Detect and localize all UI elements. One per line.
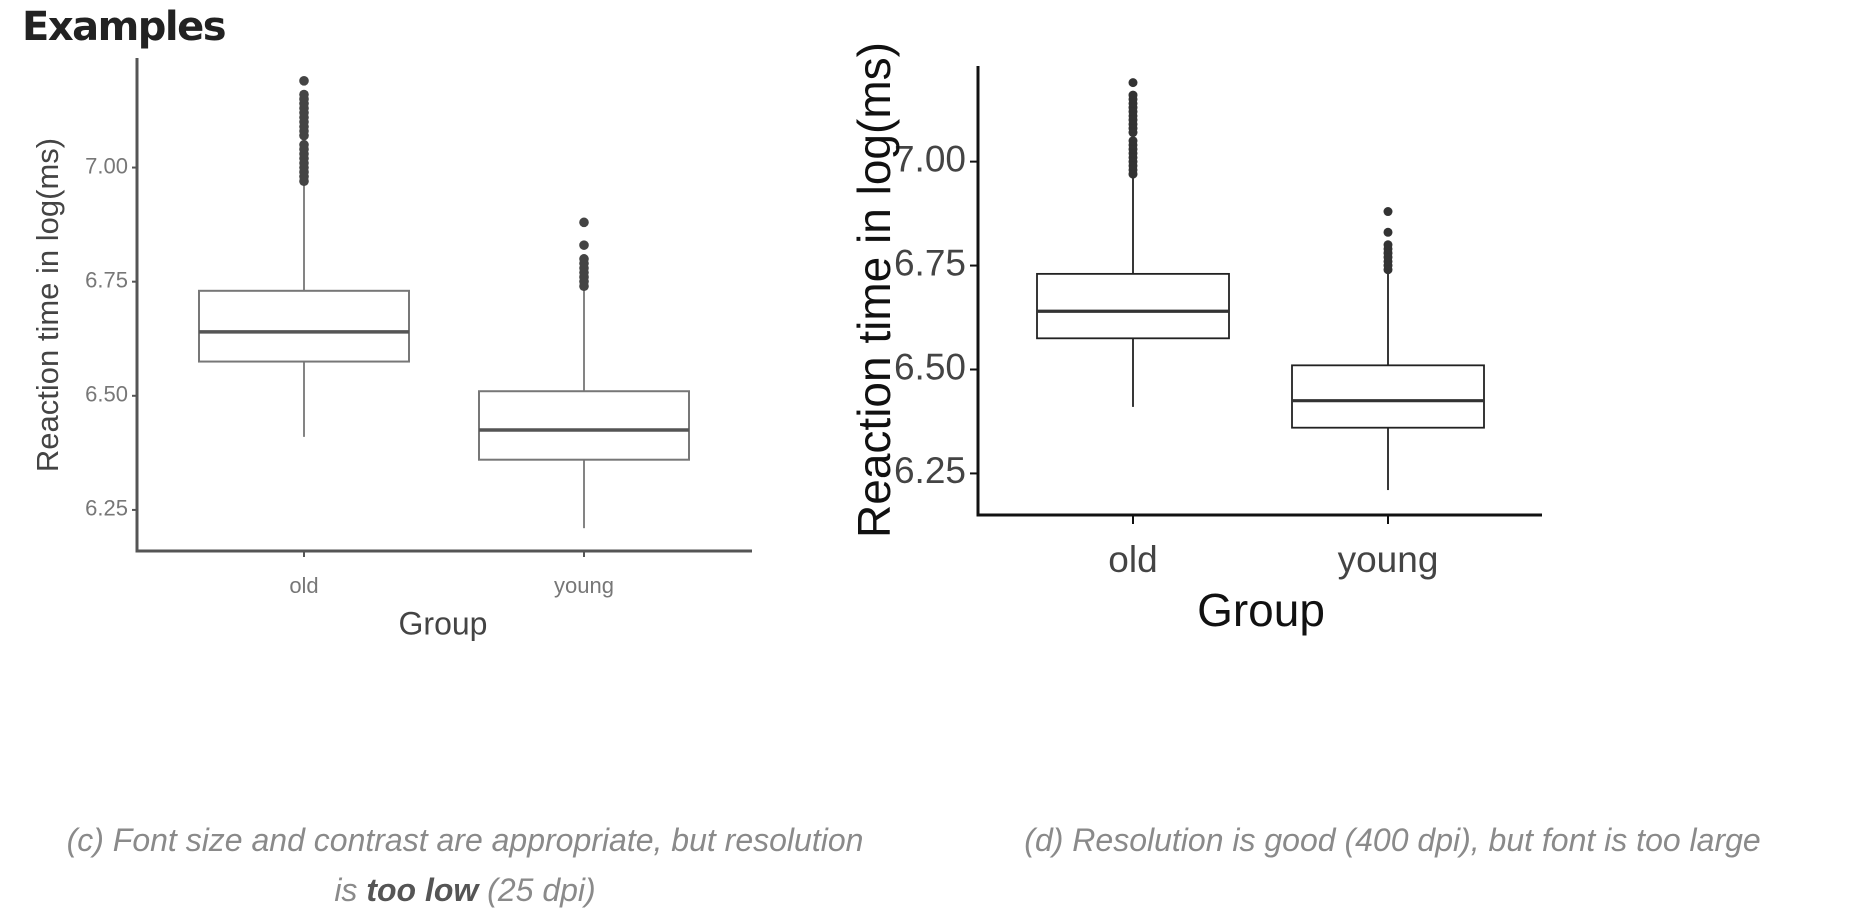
y-tick-label: 7.00 — [894, 138, 966, 179]
iqr-box — [1036, 272, 1230, 340]
box-young — [478, 217, 690, 529]
y-tick-label: 6.25 — [894, 450, 966, 491]
y-axis-title: Reaction time in log(ms) — [30, 138, 65, 472]
y-tick-label: 6.50 — [85, 382, 128, 407]
outlier-point — [579, 254, 589, 264]
iqr-box — [198, 289, 410, 363]
x-axis-title: Group — [1197, 584, 1325, 636]
chart-c-svg: 6.25 6.50 6.75 7.00 old young Group Reaction ti… — [30, 58, 752, 641]
outlier-point — [299, 89, 309, 100]
outlier-point — [1383, 207, 1393, 217]
y-tick-label: 6.25 — [85, 496, 128, 521]
caption-d: (d) Resolution is good (400 dpi), but fo… — [930, 815, 1855, 865]
iqr-box — [1291, 364, 1485, 429]
iqr-box — [478, 390, 690, 461]
outlier-point — [1383, 240, 1393, 250]
caption-c-pre2: is — [334, 872, 367, 908]
caption-c-post: (25 dpi) — [478, 872, 596, 908]
x-axis-title: Group — [399, 605, 488, 641]
outlier-point — [299, 139, 309, 150]
box-old — [198, 76, 410, 437]
caption-d-text: (d) Resolution is good (400 dpi), but fo… — [1024, 822, 1761, 858]
x-tick-label: old — [289, 573, 318, 598]
y-tick-label: 6.50 — [894, 346, 966, 387]
caption-c-line1: (c) Font size and contrast are appropria… — [66, 822, 864, 858]
outlier-point — [579, 240, 589, 250]
x-tick-label: young — [554, 573, 614, 598]
outlier-point — [1128, 90, 1138, 100]
outlier-point — [299, 76, 309, 86]
outlier-point — [1128, 136, 1138, 146]
caption-c: (c) Font size and contrast are appropria… — [0, 815, 930, 915]
section-heading: Examples — [22, 4, 227, 50]
y-tick-label: 7.00 — [85, 153, 128, 178]
y-axis-title: Reaction time in log(ms) — [848, 42, 900, 538]
caption-c-bold: too low — [366, 872, 479, 908]
y-tick-label: 6.75 — [894, 242, 966, 283]
chart-d-svg: 6.25 6.50 6.75 7.00 old young Group Reaction ti… — [848, 42, 1542, 636]
x-tick-label: young — [1338, 539, 1439, 580]
box-old — [1036, 78, 1230, 407]
outlier-point — [1128, 78, 1138, 88]
y-tick-label: 6.75 — [85, 267, 128, 292]
chart-panel-d: 6.25 6.50 6.75 7.00 old young Group Reaction ti… — [848, 0, 1855, 914]
chart-panel-c: 6.25 6.50 6.75 7.00 old young Group Reaction ti… — [30, 58, 752, 641]
outlier-point — [1383, 227, 1393, 237]
box-young — [1291, 207, 1485, 491]
outlier-point — [579, 217, 589, 228]
x-tick-label: old — [1108, 539, 1157, 580]
